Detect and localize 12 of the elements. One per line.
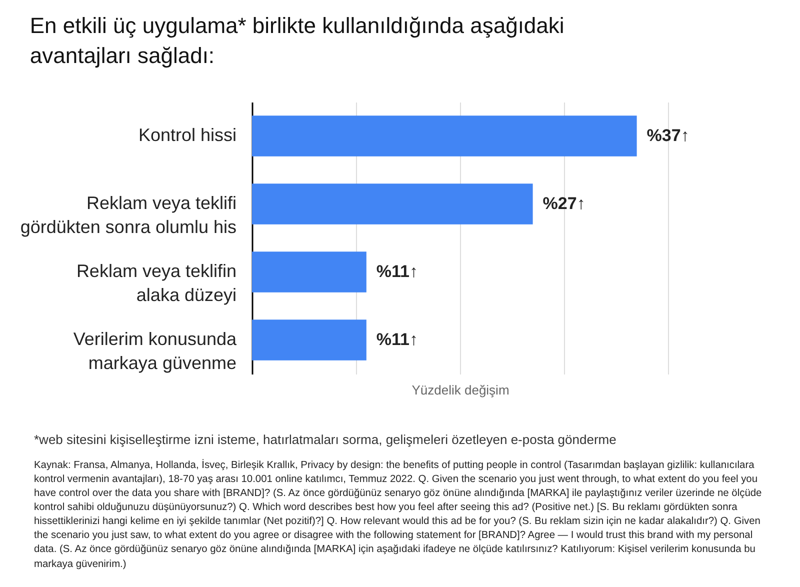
- y-tick-label: Kontrol hissi: [138, 125, 236, 145]
- x-axis-title: Yüzdelik değişim: [412, 382, 510, 398]
- text: *web sitesini kişiselleştirme izni isteme, hatırlatmaları sorma, gelişmeleri özetleyen e-posta gönderme: [34, 432, 618, 447]
- chart-title: En etkili üç uygulama* birlikte kullanıldığında aşağıdaki avantajları sağladı:: [30, 13, 564, 68]
- data-label: %37↑: [646, 126, 690, 145]
- text: Kaynak: Fransa, Almanya, Hollanda, İsveç, Birleşik Krallık, Privacy by design: the benefits of putting people in control (Tasarımdan başlayan gizlilik: kullanıcılara kontrol vermenin avantajları), 18-70 yaş arası 10.001 online katılımcı, Temmuz 2022. Q. Given the scenario you just went through, to what extent do you feel you have control over the data you share with [BRAND]? (S. Az önce gördüğünüz senaryo göz önüne alındığında [MARKA] ile paylaştığınız veriler üzerinde ne ölçüde kontrol sahibi olduğunuzu düşünüyorsunuz?) Q. Which word describes best how you feel after seeing this ad? (Positive net.) [S. Bu reklamı gördükten sonra hissettiklerinizi hangi kelime en iyi şekilde tanımlar (Net pozitif)?] Q. How relevant would this ad be for you? (S. Bu reklam sizin için ne kadar alakalıdır?) Q. Given the scenario you just saw, to what extent do you agree or disagree with the following statement for [BRAND]? Agree — I would trust this brand with my personal data. (S. Az önce gördüğünüz senaryo göz önüne alındığında [MARKA] için aşağıdaki ifadeye ne ölçüde katılırsınız? Katılıyorum: Kişisel verilerim konusunda bu markaya güvenirim.): [34, 459, 763, 572]
- data-label: %11↑: [376, 262, 418, 281]
- y-tick-label: Reklam veya teklifi gördükten sonra olumlu his: [20, 193, 236, 237]
- data-label: %27↑: [542, 194, 586, 213]
- y-tick-label: Verilerim konusunda markaya güvenme: [73, 329, 238, 373]
- y-tick-label: Reklam veya teklifin alaka düzeyi: [76, 261, 236, 305]
- data-label: %11↑: [376, 330, 418, 349]
